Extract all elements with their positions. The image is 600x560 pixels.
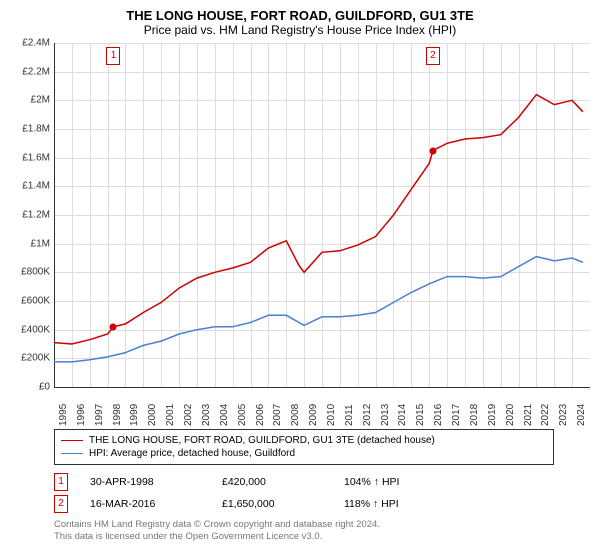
x-tick-label: 2018 (469, 404, 480, 426)
sale-price: £1,650,000 (222, 498, 322, 510)
y-tick-label: £2M (10, 95, 50, 106)
x-tick-label: 2014 (397, 404, 408, 426)
x-tick-label: 2021 (523, 404, 534, 426)
y-tick-label: £1.2M (10, 210, 50, 221)
y-tick-label: £1M (10, 238, 50, 249)
x-tick-label: 2011 (344, 404, 355, 426)
sale-date: 16-MAR-2016 (90, 498, 200, 510)
x-tick-label: 2004 (219, 404, 230, 426)
x-tick-label: 1995 (58, 404, 69, 426)
x-tick-label: 2002 (183, 404, 194, 426)
x-tick-label: 2015 (415, 404, 426, 426)
gridline-h (54, 387, 590, 388)
x-tick-label: 2006 (255, 404, 266, 426)
sale-marker-box: 2 (426, 47, 440, 65)
sale-date: 30-APR-1998 (90, 476, 200, 488)
legend-entry: THE LONG HOUSE, FORT ROAD, GUILDFORD, GU… (61, 434, 547, 447)
legend-swatch (61, 440, 83, 441)
legend-label: THE LONG HOUSE, FORT ROAD, GUILDFORD, GU… (89, 435, 435, 446)
chart-title: THE LONG HOUSE, FORT ROAD, GUILDFORD, GU… (10, 8, 590, 23)
y-tick-label: £400K (10, 324, 50, 335)
series-line (54, 95, 583, 344)
y-tick-label: £2.4M (10, 38, 50, 49)
sale-relation: 118% ↑ HPI (344, 498, 399, 510)
y-tick-label: £600K (10, 296, 50, 307)
sale-marker-box: 1 (106, 47, 120, 65)
plot-area: 12 (54, 43, 590, 387)
sale-marker-dot (110, 323, 117, 330)
x-tick-label: 2010 (326, 404, 337, 426)
sale-row: 2 16-MAR-2016 £1,650,000 118% ↑ HPI (54, 495, 590, 513)
line-series-svg (54, 43, 590, 387)
footer-line: This data is licensed under the Open Gov… (54, 531, 590, 543)
x-tick-label: 1997 (94, 404, 105, 426)
x-tick-label: 2012 (362, 404, 373, 426)
x-tick-label: 2000 (147, 404, 158, 426)
legend-swatch (61, 453, 83, 454)
sale-price: £420,000 (222, 476, 322, 488)
sales-table: 1 30-APR-1998 £420,000 104% ↑ HPI 2 16-MAR-20… (54, 473, 590, 513)
y-tick-label: £1.6M (10, 152, 50, 163)
legend-label: HPI: Average price, detached house, Guil… (89, 448, 295, 459)
y-tick-label: £800K (10, 267, 50, 278)
chart-area: 12 £0£200K£400K£600K£800K£1M£1.2M£1.4M£1… (10, 43, 590, 423)
y-tick-label: £2.2M (10, 66, 50, 77)
x-tick-label: 2024 (576, 404, 587, 426)
legend: THE LONG HOUSE, FORT ROAD, GUILDFORD, GU… (54, 429, 554, 465)
x-tick-label: 2017 (451, 404, 462, 426)
x-tick-label: 1999 (129, 404, 140, 426)
legend-entry: HPI: Average price, detached house, Guil… (61, 447, 547, 460)
sale-row-num: 1 (54, 473, 68, 491)
x-tick-label: 2001 (165, 404, 176, 426)
x-tick-label: 1998 (112, 404, 123, 426)
footer: Contains HM Land Registry data © Crown c… (54, 519, 590, 544)
chart-subtitle: Price paid vs. HM Land Registry's House … (10, 23, 590, 37)
x-tick-label: 2016 (433, 404, 444, 426)
x-tick-label: 2019 (487, 404, 498, 426)
x-tick-label: 2020 (505, 404, 516, 426)
x-tick-label: 2003 (201, 404, 212, 426)
x-tick-label: 1996 (76, 404, 87, 426)
x-tick-label: 2008 (290, 404, 301, 426)
x-tick-label: 2023 (558, 404, 569, 426)
y-tick-label: £1.8M (10, 124, 50, 135)
sale-row: 1 30-APR-1998 £420,000 104% ↑ HPI (54, 473, 590, 491)
sale-row-num: 2 (54, 495, 68, 513)
y-tick-label: £1.4M (10, 181, 50, 192)
footer-line: Contains HM Land Registry data © Crown c… (54, 519, 590, 531)
x-tick-label: 2009 (308, 404, 319, 426)
y-tick-label: £0 (10, 382, 50, 393)
x-tick-label: 2022 (540, 404, 551, 426)
x-tick-label: 2005 (237, 404, 248, 426)
x-tick-label: 2007 (272, 404, 283, 426)
sale-relation: 104% ↑ HPI (344, 476, 399, 488)
sale-marker-dot (429, 147, 436, 154)
x-tick-label: 2013 (380, 404, 391, 426)
y-tick-label: £200K (10, 353, 50, 364)
series-line (54, 257, 583, 362)
